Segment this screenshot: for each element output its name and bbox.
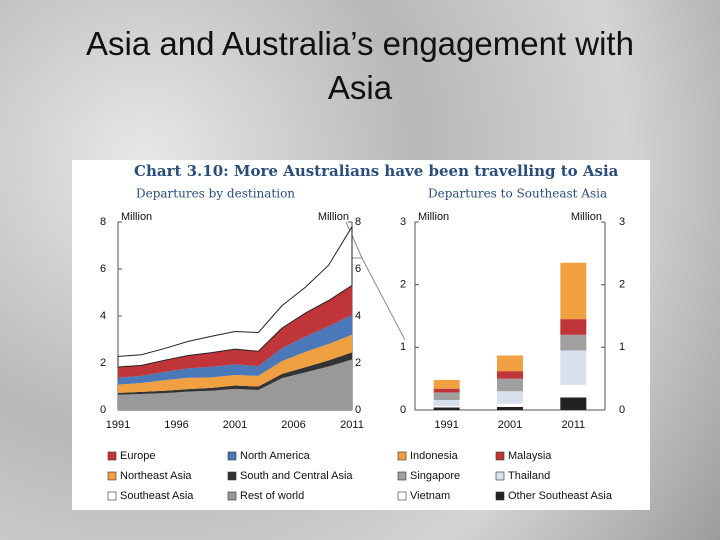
x-tick-label: 1991	[106, 419, 130, 431]
bar-segment	[497, 378, 523, 392]
legend-label: Indonesia	[410, 450, 459, 462]
y-tick-label: 4	[100, 310, 106, 322]
legend-label: Northeast Asia	[120, 470, 192, 482]
legend-swatch	[397, 471, 407, 481]
y-tick-label: 8	[355, 216, 361, 228]
legend-label: Malaysia	[508, 450, 552, 462]
bar-segment	[433, 406, 460, 408]
y-tick-label: 4	[355, 310, 361, 322]
legend-label: Europe	[120, 450, 155, 462]
y-tick-label: 6	[355, 263, 361, 275]
y-axis-label: Million	[571, 211, 602, 223]
bar-segment	[433, 392, 460, 400]
area	[118, 352, 352, 395]
bar-segment	[497, 403, 523, 407]
chart-title: Chart 3.10: More Australians have been t…	[134, 162, 619, 180]
x-tick-label: 2006	[281, 419, 305, 431]
y-tick-label: 6	[100, 263, 106, 275]
legend-swatch	[227, 471, 237, 481]
y-tick-label: 2	[400, 279, 406, 291]
area	[118, 314, 352, 385]
y-tick-label: 1	[619, 341, 625, 353]
y-tick-label: 2	[100, 357, 106, 369]
x-tick-label: 2011	[340, 419, 364, 431]
subtitle: Departures by destination	[136, 187, 295, 201]
bar-segment	[497, 371, 523, 379]
bar-segment	[560, 262, 587, 320]
legend-swatch	[397, 491, 407, 501]
y-tick-label: 3	[619, 216, 625, 228]
bar-segment	[433, 379, 460, 389]
legend-swatch	[495, 451, 505, 461]
bar-segment	[560, 397, 587, 410]
legend-swatch	[107, 451, 117, 461]
legend-swatch	[495, 471, 505, 481]
y-tick-label: 0	[355, 404, 361, 416]
bar-segment	[560, 334, 587, 351]
legend-label: Thailand	[508, 470, 550, 482]
legend-swatch	[227, 491, 237, 501]
y-axis-label: Million	[418, 211, 449, 223]
bar-segment	[433, 388, 460, 393]
x-tick-label: 2001	[498, 419, 522, 431]
y-axis-label: Million	[121, 211, 152, 223]
y-tick-label: 2	[619, 279, 625, 291]
legend-swatch	[107, 491, 117, 501]
y-tick-label: 0	[400, 404, 406, 416]
legend-label: Singapore	[410, 470, 460, 482]
legend-label: North America	[240, 450, 311, 462]
area	[118, 359, 352, 410]
y-tick-label: 3	[400, 216, 406, 228]
bar-segment	[433, 407, 460, 410]
x-tick-label: 2011	[562, 419, 586, 431]
legend-label: Rest of world	[240, 490, 304, 502]
legend-label: Other Southeast Asia	[508, 490, 613, 502]
legend-swatch	[397, 451, 407, 461]
x-tick-label: 2001	[223, 419, 247, 431]
y-tick-label: 0	[619, 404, 625, 416]
y-tick-label: 8	[100, 216, 106, 228]
y-tick-label: 0	[100, 404, 106, 416]
legend-swatch	[495, 491, 505, 501]
panel-background	[72, 160, 650, 510]
area	[118, 285, 352, 378]
x-tick-label: 1991	[434, 419, 458, 431]
y-tick-label: 1	[400, 341, 406, 353]
bar-segment	[497, 406, 523, 410]
bar-segment	[560, 319, 587, 335]
y-axis-label: Million	[318, 211, 349, 223]
legend-swatch	[227, 451, 237, 461]
slide-title: Asia and Australia’s engagement with Asi…	[86, 25, 634, 106]
legend-label: South and Central Asia	[240, 470, 353, 482]
legend-swatch	[107, 471, 117, 481]
area	[117, 224, 353, 368]
legend-label: Southeast Asia	[120, 490, 194, 502]
bar-segment	[560, 384, 587, 398]
bar-segment	[560, 350, 587, 385]
subtitle: Departures to Southeast Asia	[428, 187, 607, 201]
y-tick-label: 2	[355, 357, 361, 369]
legend-label: Vietnam	[410, 490, 450, 502]
x-tick-label: 1996	[164, 419, 188, 431]
bar-segment	[497, 391, 523, 404]
bar-segment	[497, 355, 523, 372]
area	[118, 334, 352, 393]
bar-segment	[433, 399, 460, 407]
